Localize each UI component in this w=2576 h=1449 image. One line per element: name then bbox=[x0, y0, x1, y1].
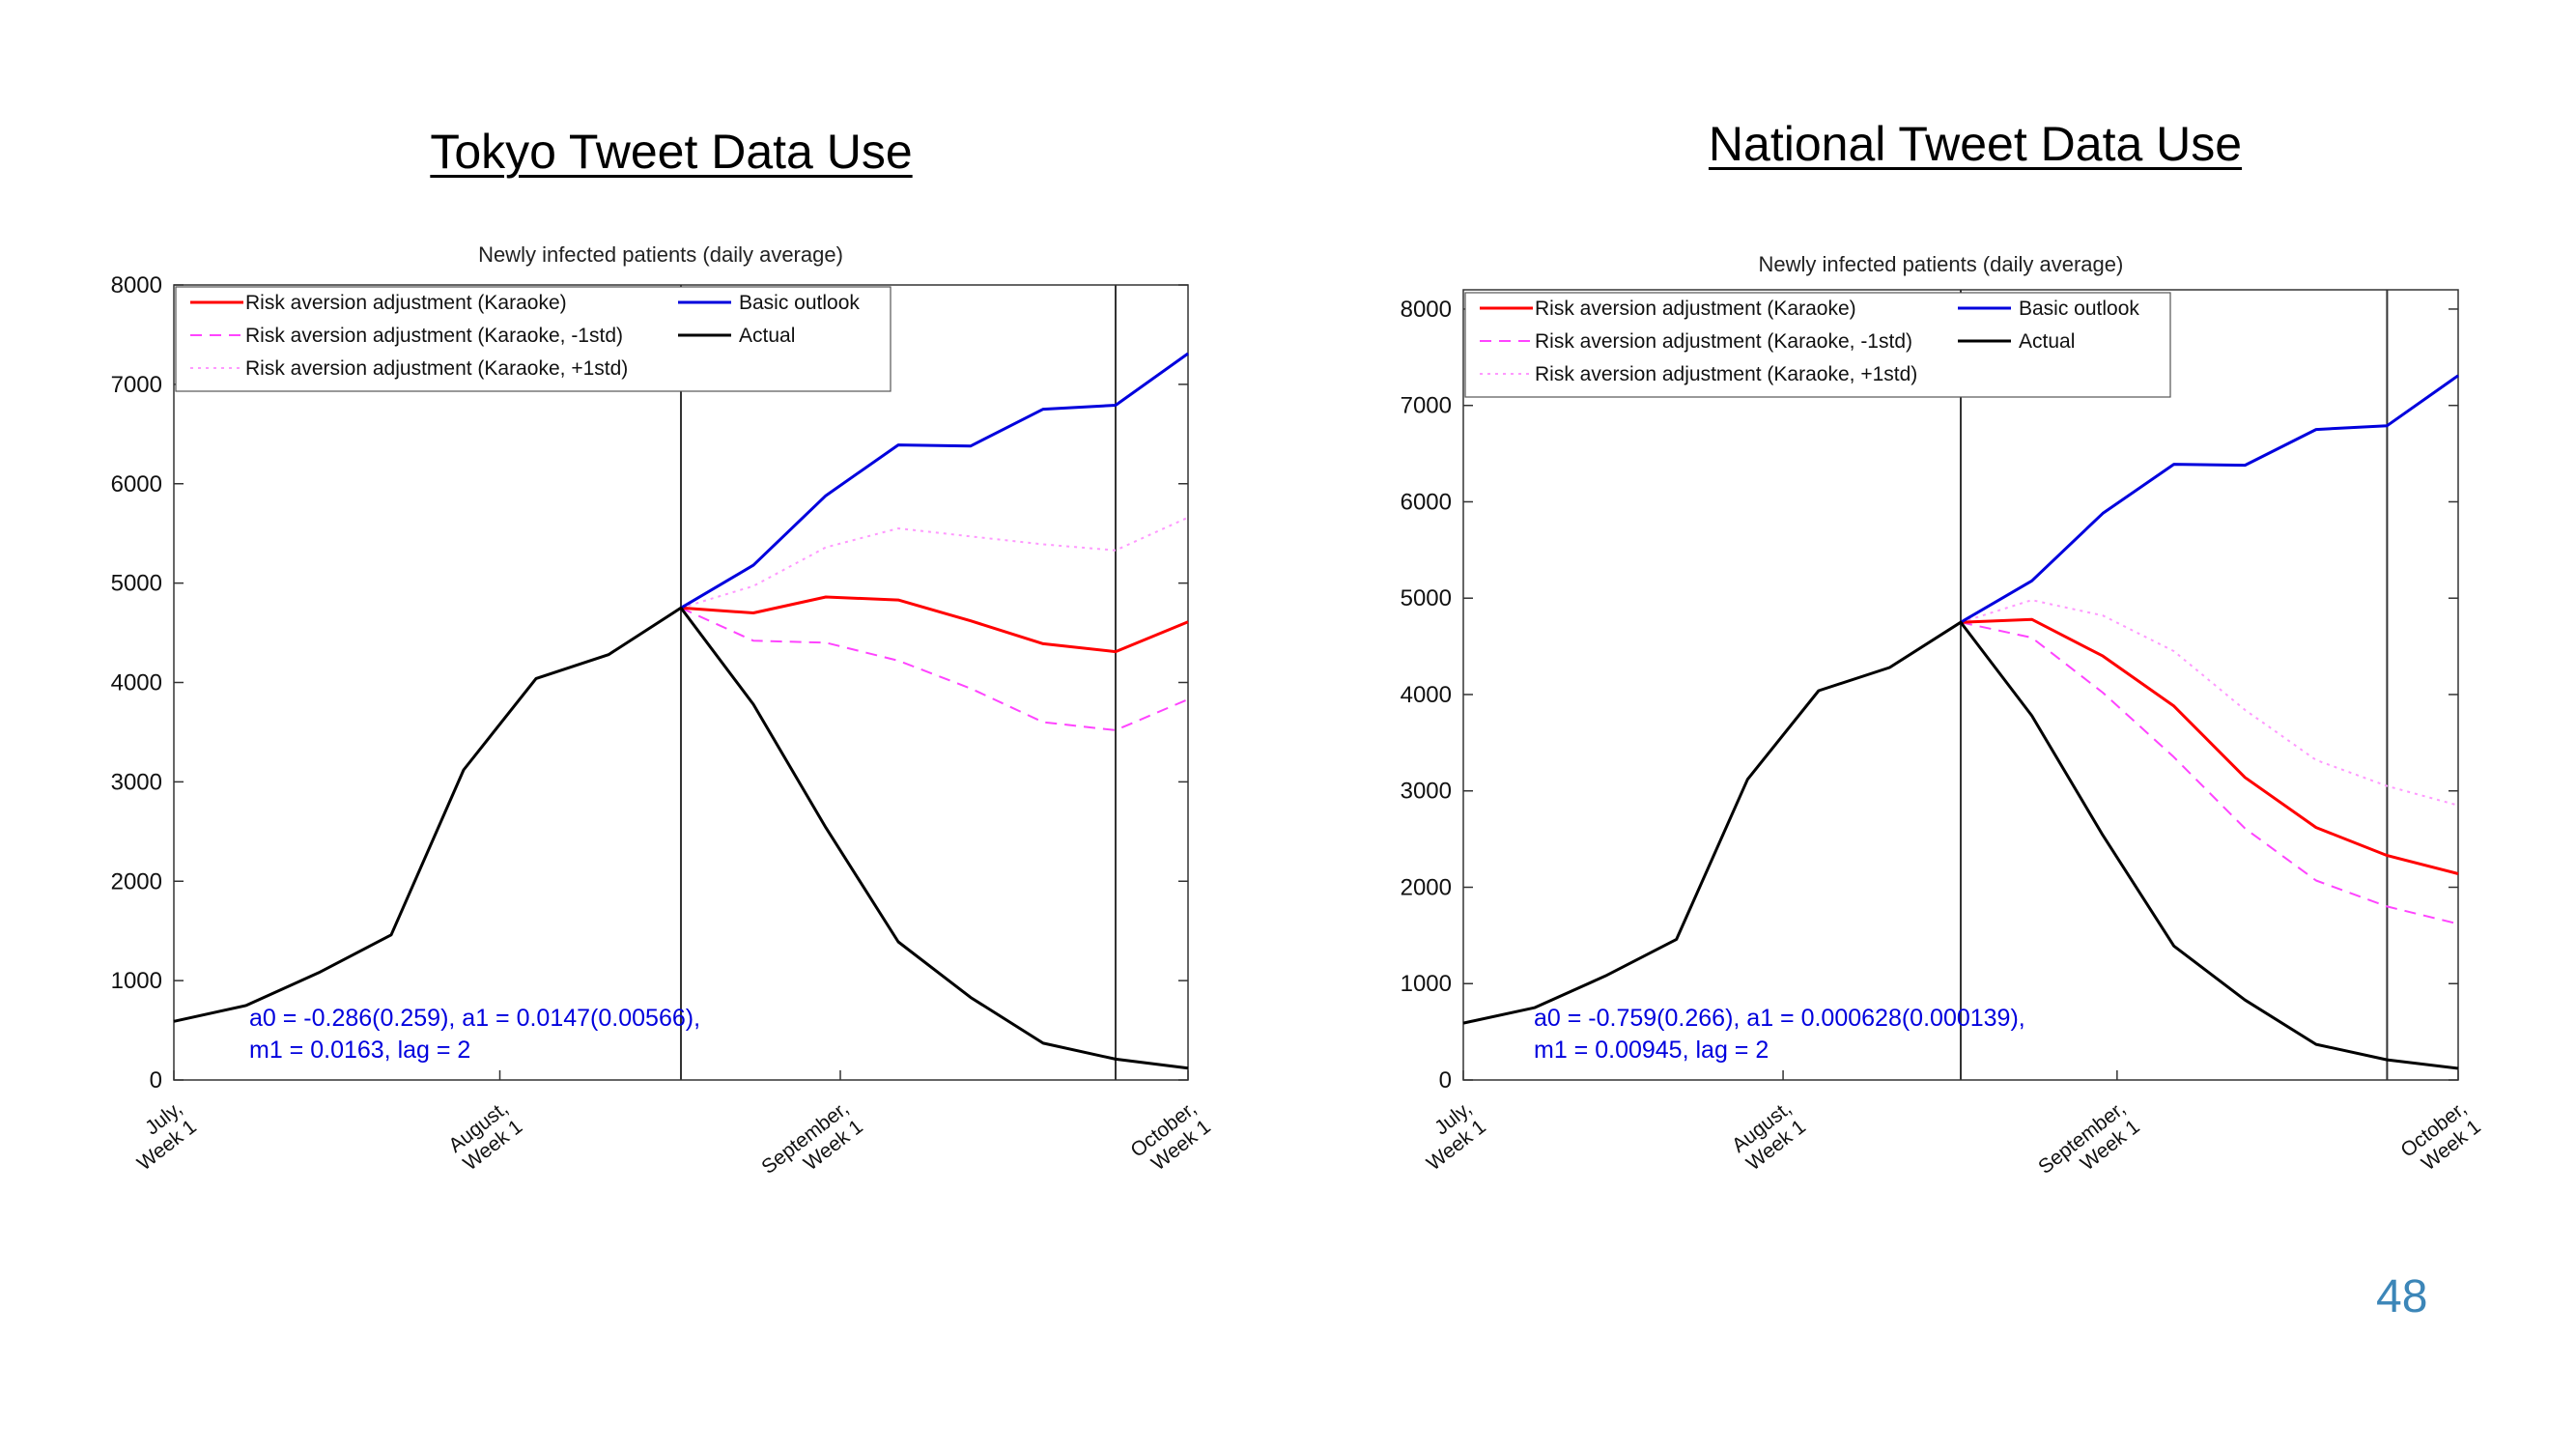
x-tick-label-line: September, bbox=[2034, 1097, 2130, 1179]
y-tick-label: 3000 bbox=[1401, 779, 1452, 805]
y-tick-label: 4000 bbox=[1401, 682, 1452, 708]
x-tick-label: July,Week 1 bbox=[1423, 1097, 1490, 1176]
x-tick-label: October,Week 1 bbox=[2396, 1097, 2485, 1176]
series-line-basic bbox=[1960, 374, 2459, 624]
x-tick-label: October,Week 1 bbox=[1126, 1097, 1215, 1176]
series-line-risk-plus bbox=[1960, 599, 2459, 807]
x-tick-label: September,Week 1 bbox=[757, 1097, 867, 1179]
x-tick-label-line: Week 1 bbox=[1742, 1116, 1810, 1176]
fit-annotation: a0 = -0.759(0.266), a1 = 0.000628(0.0001… bbox=[1534, 1005, 2025, 1032]
y-tick-label: 8000 bbox=[111, 272, 162, 298]
fit-annotation: m1 = 0.00945, lag = 2 bbox=[1534, 1037, 1769, 1064]
series-line-basic bbox=[680, 352, 1189, 610]
legend-label: Risk aversion adjustment (Karaoke, +1std… bbox=[245, 357, 628, 380]
chart-heading-national: National Tweet Data Use bbox=[1708, 117, 2243, 171]
series-line-risk bbox=[680, 595, 1189, 654]
legend-box bbox=[175, 286, 892, 392]
y-tick-label: 3000 bbox=[111, 769, 162, 795]
y-tick-label: 5000 bbox=[111, 571, 162, 597]
legend-label: Risk aversion adjustment (Karaoke) bbox=[245, 292, 567, 314]
legend-label: Risk aversion adjustment (Karaoke, +1std… bbox=[1535, 363, 1917, 385]
x-tick-label-line: Week 1 bbox=[2418, 1116, 2485, 1176]
x-tick-label-line: Week 1 bbox=[800, 1116, 867, 1176]
chart-title: Newly infected patients (daily average) bbox=[478, 242, 843, 267]
y-tick-label: 2000 bbox=[1401, 874, 1452, 900]
page-number: 48 bbox=[2376, 1271, 2428, 1322]
y-tick-label: 4000 bbox=[111, 670, 162, 696]
y-tick-label: 6000 bbox=[111, 471, 162, 497]
y-tick-label: 8000 bbox=[1401, 297, 1452, 323]
y-tick-label: 7000 bbox=[1401, 393, 1452, 419]
series-line-actual bbox=[173, 606, 1189, 1070]
x-tick-label: August,Week 1 bbox=[444, 1097, 526, 1176]
y-tick-label: 7000 bbox=[111, 372, 162, 398]
x-tick-label-line: August, bbox=[444, 1097, 512, 1157]
x-tick-label-line: October, bbox=[1126, 1097, 1201, 1162]
fit-annotation: m1 = 0.0163, lag = 2 bbox=[249, 1037, 470, 1064]
legend-label: Risk aversion adjustment (Karaoke) bbox=[1535, 298, 1856, 320]
x-tick-label: September,Week 1 bbox=[2034, 1097, 2144, 1179]
x-tick-label: July,Week 1 bbox=[133, 1097, 201, 1176]
x-tick-label-line: Week 1 bbox=[1423, 1116, 1490, 1176]
legend-label: Basic outlook bbox=[2019, 298, 2139, 320]
y-tick-label: 0 bbox=[1439, 1067, 1452, 1094]
series-line-risk-plus bbox=[680, 516, 1189, 610]
x-tick-label-line: October, bbox=[2396, 1097, 2471, 1162]
x-tick-label-line: July, bbox=[1430, 1097, 1476, 1140]
legend-label: Actual bbox=[739, 325, 795, 347]
y-tick-label: 0 bbox=[150, 1067, 162, 1094]
plot-frame bbox=[1462, 289, 2459, 1081]
x-tick-label-line: August, bbox=[1728, 1097, 1796, 1157]
plot-frame bbox=[173, 284, 1189, 1081]
x-tick-label-line: Week 1 bbox=[133, 1116, 201, 1176]
fit-annotation: a0 = -0.286(0.259), a1 = 0.0147(0.00566)… bbox=[249, 1005, 700, 1032]
series-line-actual bbox=[1462, 620, 2459, 1070]
x-tick-label: August,Week 1 bbox=[1728, 1097, 1810, 1176]
y-tick-label: 1000 bbox=[1401, 971, 1452, 997]
x-tick-label-line: July, bbox=[141, 1097, 186, 1140]
legend-label: Risk aversion adjustment (Karaoke, -1std… bbox=[245, 325, 623, 347]
series-line-risk bbox=[1960, 617, 2459, 875]
x-tick-label-line: Week 1 bbox=[1147, 1116, 1215, 1176]
series-line-risk-minus bbox=[680, 607, 1189, 731]
chart-heading-tokyo: Tokyo Tweet Data Use bbox=[430, 125, 913, 179]
y-tick-label: 1000 bbox=[111, 968, 162, 994]
y-tick-label: 2000 bbox=[111, 868, 162, 895]
y-tick-label: 5000 bbox=[1401, 585, 1452, 611]
legend-label: Risk aversion adjustment (Karaoke, -1std… bbox=[1535, 330, 1912, 353]
legend-label: Basic outlook bbox=[739, 292, 860, 314]
x-tick-label-line: Week 1 bbox=[459, 1116, 526, 1176]
chart-title: Newly infected patients (daily average) bbox=[1758, 252, 2123, 276]
legend-label: Actual bbox=[2019, 330, 2075, 353]
x-tick-label-line: September, bbox=[757, 1097, 853, 1179]
series-line-risk-minus bbox=[1960, 621, 2459, 925]
y-tick-label: 6000 bbox=[1401, 489, 1452, 515]
x-tick-label-line: Week 1 bbox=[2077, 1116, 2144, 1176]
legend-box bbox=[1464, 292, 2171, 398]
